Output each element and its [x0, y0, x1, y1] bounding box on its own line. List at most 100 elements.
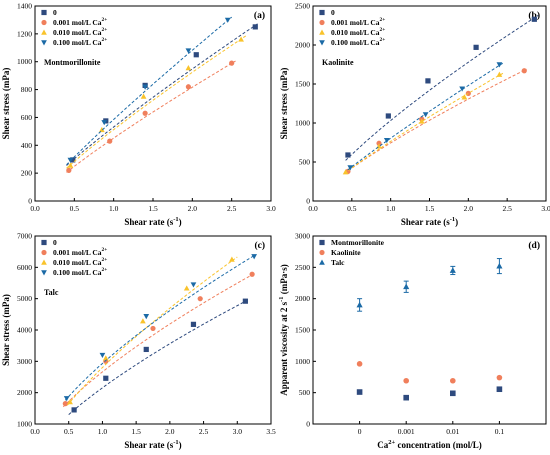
data-point [425, 78, 431, 84]
data-point [99, 352, 106, 359]
data-point [185, 64, 192, 71]
x-tick-label: 0.5 [347, 204, 357, 213]
legend-label: 0 [53, 238, 57, 247]
legend-marker [41, 249, 47, 256]
legend-marker [41, 29, 47, 35]
x-tick-label: 0.001 [398, 427, 415, 436]
data-point [459, 86, 465, 92]
y-tick-label: 1200 [17, 29, 32, 38]
data-point [496, 71, 503, 77]
fit-line [343, 68, 527, 175]
data-point [461, 94, 468, 100]
y-tick-label: 1000 [295, 357, 310, 366]
panel-d: 0 0.001 0.01 0.1 0 500 1000 1500 2000 2500 3000 Ca2… [278, 232, 547, 450]
panel-label: (a) [254, 10, 265, 21]
data-point [67, 162, 74, 168]
data-point [450, 390, 456, 397]
fit-line [66, 60, 236, 173]
fit-line [66, 35, 247, 169]
data-point [190, 321, 197, 327]
data-point [403, 377, 410, 384]
plot-frame [312, 235, 547, 425]
panel-annotation: Montmorillonite [44, 58, 101, 67]
y-tick-label: 3000 [17, 357, 32, 366]
y-axis-label: Shear stress (mPa) [1, 68, 11, 140]
data-point [418, 118, 425, 124]
y-tick-label: 1000 [295, 119, 310, 128]
y-tick-label: 800 [21, 85, 33, 94]
data-point [229, 256, 235, 262]
legend-label: 0.100 mol/L Ca2+ [331, 37, 385, 47]
data-point [70, 157, 76, 163]
data-point [251, 254, 258, 260]
data-point [197, 296, 203, 302]
y-tick-label: 400 [21, 141, 33, 150]
data-point [531, 16, 537, 22]
legend-marker [319, 29, 325, 35]
x-tick-label: 1.5 [148, 204, 158, 213]
data-point [101, 120, 108, 126]
legend-label: Kaolinite [331, 248, 361, 257]
data-point [376, 140, 382, 146]
data-point [450, 377, 456, 384]
y-tick-label: 2000 [17, 388, 32, 397]
data-point [142, 84, 148, 90]
legend-marker [41, 239, 47, 246]
data-point [496, 386, 503, 393]
x-axis-label: Ca2+ concentration (mol/L) [377, 439, 481, 450]
y-tick-label: 6000 [17, 263, 32, 272]
data-point [63, 396, 70, 402]
legend-marker [41, 40, 47, 46]
panel-label: (d) [528, 240, 540, 251]
x-tick-label: 0.5 [70, 204, 80, 213]
data-point [143, 346, 149, 353]
y-tick-label: 200 [21, 169, 33, 178]
data-point [496, 262, 503, 269]
x-tick-label: 0.0 [30, 427, 40, 436]
data-point [142, 110, 148, 116]
legend-label: 0.010 mol/L Ca2+ [53, 27, 107, 37]
data-point [99, 126, 105, 133]
legend-marker [319, 40, 325, 46]
data-point [107, 138, 113, 144]
data-point [71, 407, 77, 413]
data-point [449, 267, 456, 273]
legend-label: 0 [53, 8, 57, 17]
legend-label: Montmorillonite [331, 238, 385, 247]
x-tick-label: 2.5 [227, 204, 237, 213]
x-tick-label: 2.0 [188, 204, 198, 213]
data-point [496, 62, 503, 68]
legend-marker [41, 9, 47, 16]
legend-label: 0.001 mol/L Ca2+ [53, 247, 107, 257]
legend-marker [319, 249, 325, 256]
fit-line [67, 256, 238, 406]
x-tick-label: 0.01 [446, 427, 459, 436]
x-tick-label: 1.5 [425, 204, 435, 213]
x-tick-label: 0 [358, 427, 362, 436]
x-axis-label: Shear rate (s-1) [401, 216, 458, 227]
data-point [190, 282, 197, 288]
legend-label: 0.001 mol/L Ca2+ [331, 17, 385, 27]
y-tick-label: 1000 [17, 57, 32, 66]
data-point [356, 301, 363, 308]
x-tick-label: 1.0 [98, 427, 108, 436]
data-point [185, 84, 191, 90]
data-point [140, 318, 146, 324]
data-point [356, 361, 363, 367]
data-point [422, 112, 429, 118]
legend-label: 0.010 mol/L Ca2+ [53, 257, 107, 267]
panel-b: 0.0 0.5 1.0 1.5 2.0 2.5 3.0 0 500 1000 1500 2000 250… [279, 2, 550, 228]
y-tick-label: 4000 [17, 326, 32, 335]
y-axis-label: Apparent viscosity at 2 s-1 (mPa·s) [278, 264, 289, 395]
panel-c: 0.0 0.5 1.0 1.5 2.0 2.5 3.0 3.5 1000 2000 3000 4000… [1, 232, 276, 451]
data-point [496, 374, 503, 381]
legend-label: 0.001 mol/L Ca2+ [53, 17, 107, 27]
y-tick-label: 0 [306, 197, 310, 206]
data-point [183, 285, 190, 291]
data-point [383, 137, 390, 144]
fit-line [343, 72, 504, 175]
y-tick-label: 7000 [17, 232, 32, 241]
legend-marker [41, 19, 47, 26]
y-axis-label: Shear stress (mPa) [1, 294, 11, 366]
data-point [102, 355, 109, 361]
